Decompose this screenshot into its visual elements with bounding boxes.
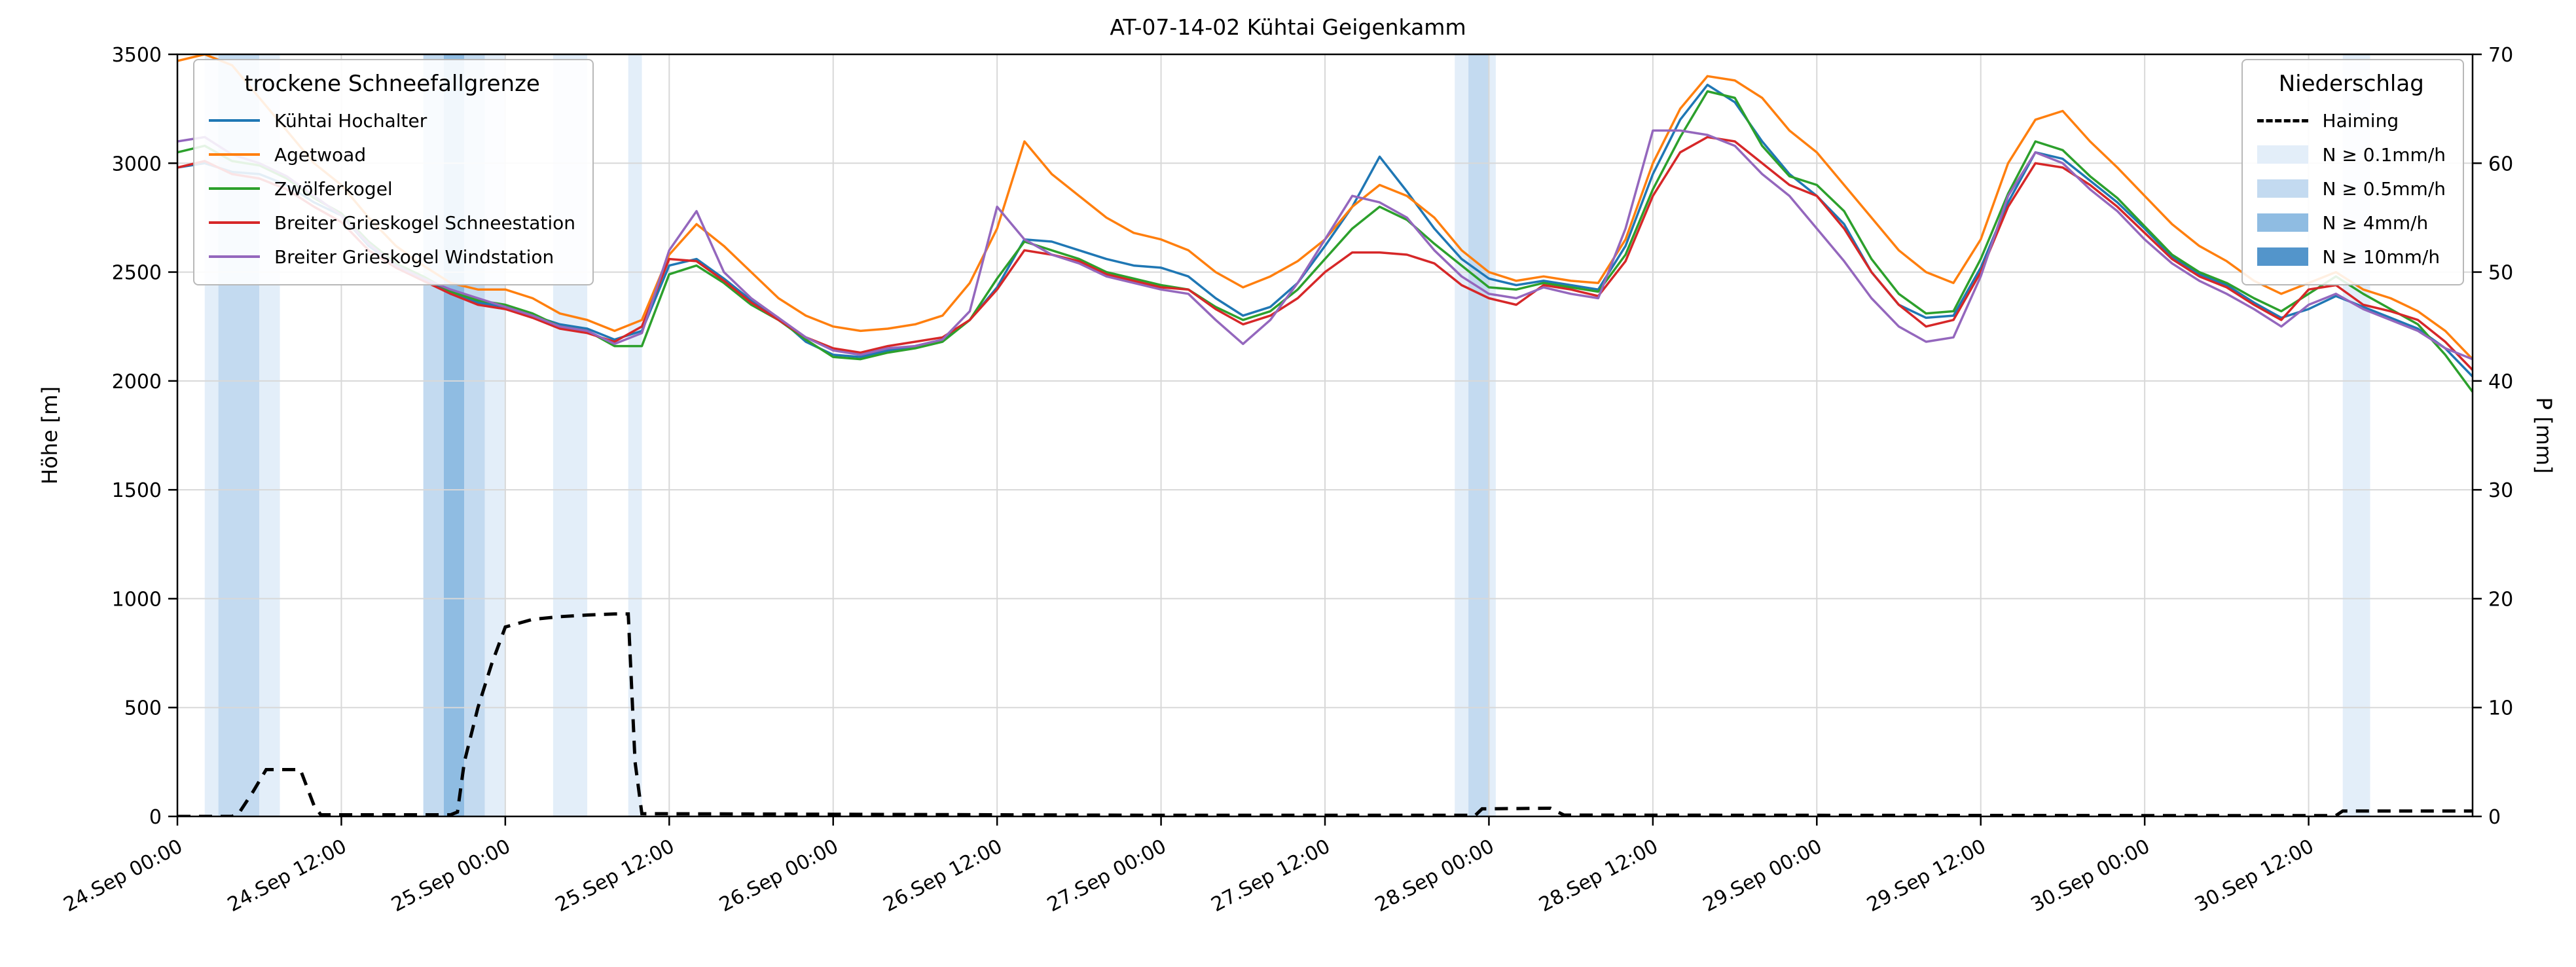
x-tick-label: 29.Sep 00:00 [1699, 835, 1826, 917]
line-swatch-icon [209, 153, 260, 156]
fill-swatch-icon [2257, 145, 2308, 164]
y-tick-label-left: 3000 [112, 153, 162, 175]
legend-snowline: trockene Schneefallgrenze Kühtai Hochalt… [193, 59, 594, 285]
y-tick-label-right: 30 [2488, 479, 2513, 502]
x-tick-label: 24.Sep 00:00 [60, 835, 187, 917]
legend-precip-title: Niederschlag [2278, 71, 2424, 97]
y-axis-label-right: P [mm] [2531, 397, 2556, 474]
y-tick-label-left: 1000 [112, 588, 162, 611]
haiming-line [177, 612, 2473, 816]
fill-swatch-icon [2257, 179, 2308, 198]
chart-title: AT-07-14-02 Kühtai Geigenkamm [1110, 14, 1466, 40]
x-tick-label: 27.Sep 12:00 [1208, 835, 1334, 917]
fill-swatch-icon [2257, 247, 2308, 266]
legend-precip: Niederschlag Haiming N ≥ 0.1mm/h N ≥ 0.5… [2241, 59, 2464, 285]
legend-entry: Kühtai Hochalter [209, 103, 575, 137]
series-line [177, 129, 2473, 361]
y-tick-label-right: 60 [2488, 153, 2513, 175]
precip-band [628, 54, 642, 816]
y-tick-label-right: 0 [2488, 806, 2501, 829]
legend-entry-label: N ≥ 10mm/h [2322, 246, 2440, 268]
legend-entry: Breiter Grieskogel Schneestation [209, 206, 575, 240]
legend-entry: N ≥ 0.1mm/h [2257, 137, 2446, 172]
line-swatch-icon [209, 187, 260, 190]
legend-entry: Haiming [2257, 103, 2446, 137]
y-tick-label-right: 40 [2488, 371, 2513, 393]
precip-band [1468, 54, 1489, 816]
x-tick-label: 28.Sep 12:00 [1535, 835, 1661, 917]
legend-entry-label: Zwölferkogel [274, 177, 393, 200]
x-tick-label: 30.Sep 00:00 [2027, 835, 2154, 917]
y-tick-label-right: 50 [2488, 262, 2513, 285]
y-tick-label-right: 70 [2488, 44, 2513, 67]
y-tick-label-left: 2000 [112, 371, 162, 393]
legend-entry: Breiter Grieskogel Windstation [209, 240, 575, 274]
fill-swatch-icon [2257, 213, 2308, 232]
legend-entry: N ≥ 10mm/h [2257, 240, 2446, 274]
series-line [177, 83, 2473, 378]
legend-entry-label: Kühtai Hochalter [274, 109, 427, 132]
legend-entry-label: Breiter Grieskogel Windstation [274, 246, 554, 268]
x-tick-label: 25.Sep 12:00 [552, 835, 678, 917]
legend-entry-label: Agetwoad [274, 143, 367, 166]
series-line [177, 136, 2473, 371]
y-axis-label-left: Höhe [m] [37, 386, 62, 484]
legend-snowline-title: trockene Schneefallgrenze [244, 71, 540, 97]
y-tick-label-right: 10 [2488, 697, 2513, 720]
y-tick-label-left: 2500 [112, 262, 162, 285]
legend-entry-label: Breiter Grieskogel Schneestation [274, 211, 576, 234]
series-lines [177, 54, 2473, 393]
x-tick-label: 27.Sep 00:00 [1043, 835, 1170, 917]
y-tick-label-left: 1500 [112, 479, 162, 502]
line-swatch-icon [209, 255, 260, 258]
x-tick-label: 26.Sep 12:00 [880, 835, 1006, 917]
dashed-line-swatch-icon [2257, 119, 2308, 122]
y-tick-label-left: 3500 [112, 44, 162, 67]
x-tick-label: 25.Sep 00:00 [388, 835, 514, 917]
x-tick-label: 24.Sep 12:00 [224, 835, 350, 917]
x-tick-label: 30.Sep 12:00 [2191, 835, 2317, 917]
y-tick-label-left: 0 [149, 806, 162, 829]
line-swatch-icon [209, 221, 260, 224]
legend-entry: N ≥ 0.5mm/h [2257, 172, 2446, 206]
legend-entry: Agetwoad [209, 137, 575, 172]
legend-entry: N ≥ 4mm/h [2257, 206, 2446, 240]
legend-entry: Zwölferkogel [209, 172, 575, 206]
y-tick-label-left: 500 [124, 697, 162, 720]
x-tick-label: 26.Sep 00:00 [716, 835, 842, 917]
legend-entry-label: N ≥ 0.1mm/h [2322, 143, 2446, 166]
legend-entry-label: N ≥ 4mm/h [2322, 211, 2429, 234]
x-tick-label: 29.Sep 12:00 [1863, 835, 1989, 917]
legend-entry-label: Haiming [2322, 109, 2399, 132]
legend-entry-label: N ≥ 0.5mm/h [2322, 177, 2446, 200]
y-tick-label-right: 20 [2488, 588, 2513, 611]
x-tick-label: 28.Sep 00:00 [1371, 835, 1498, 917]
line-swatch-icon [209, 119, 260, 122]
